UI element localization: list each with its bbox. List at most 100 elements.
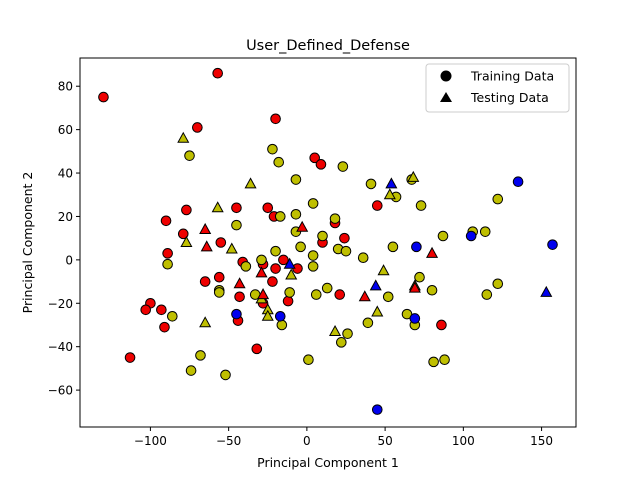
x-tick-label: −50 [216, 434, 241, 448]
legend-entry-training: Training Data [470, 69, 554, 84]
y-tick-label: −40 [48, 340, 73, 354]
training-point [240, 261, 252, 272]
training-point [251, 343, 263, 355]
training-point [282, 295, 294, 307]
y-tick-label: 0 [65, 253, 73, 267]
testing-point [233, 277, 246, 289]
training-point [334, 289, 346, 300]
testing-point [385, 177, 398, 189]
legend: Training Data Testing Data [425, 63, 570, 113]
training-point [439, 354, 450, 366]
legend-triangle-icon [440, 92, 452, 102]
testing-point [328, 324, 342, 336]
training-point [177, 228, 189, 240]
training-point [162, 258, 173, 270]
x-axis-ticks: −100 −50 0 50 100 150 [134, 427, 553, 448]
training-point [339, 232, 350, 244]
testing-point [377, 264, 390, 276]
testing-point [257, 288, 270, 300]
training-point [262, 202, 274, 214]
y-tick-label: 60 [58, 123, 73, 137]
testing-point [199, 316, 212, 328]
training-point [492, 278, 504, 290]
testing-point [407, 170, 420, 182]
training-point [409, 313, 421, 324]
training-point [213, 271, 225, 283]
training-point [340, 245, 352, 257]
training-point [278, 254, 289, 266]
x-tick-label: 100 [452, 434, 475, 448]
training-point [512, 176, 524, 188]
testing-point [369, 279, 382, 291]
testing-point [426, 246, 439, 258]
training-point [220, 369, 231, 381]
training-point [371, 404, 383, 415]
training-point [284, 287, 295, 298]
training-point [215, 237, 227, 248]
y-tick-label: 40 [58, 167, 73, 181]
training-point [310, 289, 322, 300]
y-tick-label: 20 [58, 210, 73, 224]
training-point [273, 156, 285, 168]
testing-point [211, 201, 224, 213]
plot-area-frame [79, 57, 577, 428]
training-point [124, 352, 136, 363]
training-point [270, 113, 281, 125]
training-point [335, 337, 347, 348]
training-point [362, 317, 374, 329]
training-point [415, 200, 427, 211]
legend-circle-icon [440, 70, 452, 82]
testing-point [199, 222, 212, 234]
testing-point [200, 240, 213, 252]
training-point [274, 311, 286, 322]
training-point [436, 319, 447, 331]
training-point [270, 263, 281, 274]
legend-entry-testing: Testing Data [470, 90, 549, 105]
training-point [267, 276, 278, 287]
x-axis-label: Principal Component 1 [257, 455, 399, 470]
training-point [98, 91, 109, 103]
training-point [267, 143, 278, 155]
y-axis-ticks: −60 −40 −20 0 20 40 60 80 [48, 80, 80, 398]
x-tick-label: −100 [134, 434, 167, 448]
testing-point [225, 242, 238, 254]
training-point [192, 122, 203, 133]
training-point [411, 241, 422, 253]
training-point [307, 261, 319, 272]
testing-point [177, 131, 190, 143]
training-point [307, 250, 319, 261]
training-point [465, 230, 477, 242]
training-point [382, 291, 394, 303]
chart-title: User_Defined_Defense [246, 38, 410, 54]
training-point [357, 252, 369, 263]
training-point [231, 202, 242, 214]
training-point [426, 284, 438, 296]
training-point [371, 200, 383, 211]
data-points [98, 67, 558, 415]
training-point [428, 356, 439, 368]
testing-point [540, 285, 553, 297]
training-point [270, 245, 281, 257]
training-point [309, 152, 321, 164]
testing-point [261, 309, 274, 321]
training-point [231, 219, 242, 231]
training-point [481, 289, 493, 300]
training-point [156, 304, 167, 316]
testing-point [283, 257, 296, 269]
testing-point [371, 305, 384, 317]
training-point [276, 319, 288, 331]
x-tick-label: 150 [530, 434, 553, 448]
training-point [342, 328, 353, 339]
training-point [295, 241, 306, 253]
training-point [167, 311, 178, 322]
testing-point [285, 268, 298, 280]
testing-point [408, 281, 421, 293]
training-point [365, 178, 377, 190]
testing-point [180, 235, 193, 247]
training-point [181, 204, 192, 216]
training-point [213, 287, 225, 298]
training-point [184, 150, 195, 161]
training-point [321, 282, 333, 294]
